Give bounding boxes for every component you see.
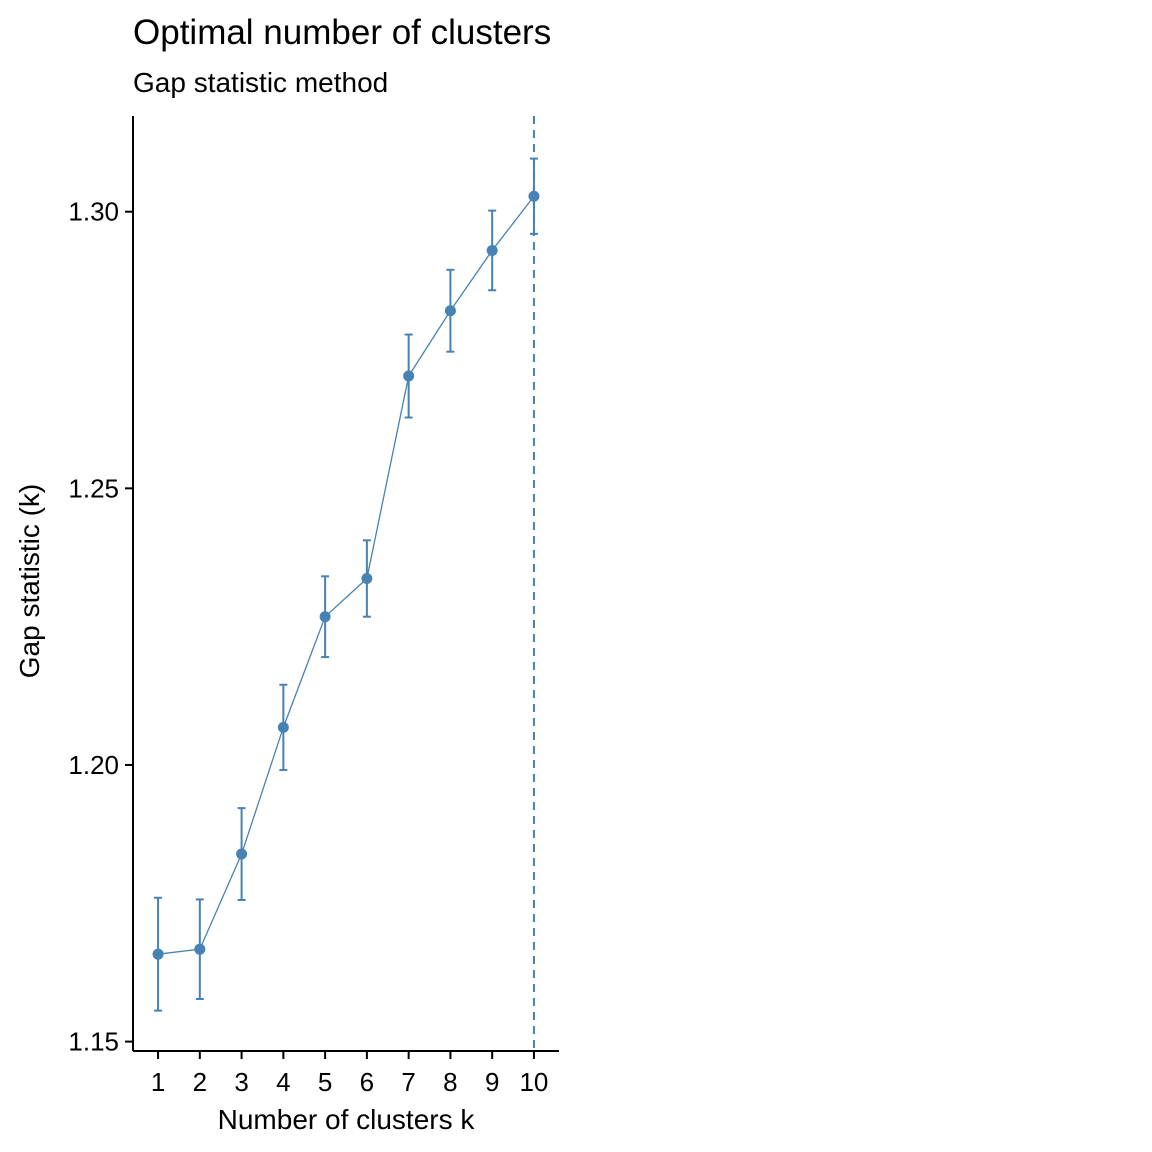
x-tick-label: 9 (485, 1067, 499, 1097)
x-axis-title: Number of clusters k (218, 1104, 476, 1135)
x-tick-label: 10 (519, 1067, 548, 1097)
y-axis-title: Gap statistic (k) (14, 484, 45, 678)
data-point (361, 573, 373, 585)
data-point (528, 190, 540, 202)
x-tick-label: 2 (193, 1067, 207, 1097)
plot-area (152, 116, 540, 1051)
chart-title: Optimal number of clusters (133, 13, 551, 52)
data-point (319, 611, 331, 623)
x-tick-label: 4 (276, 1067, 290, 1097)
y-tick-label: 1.15 (68, 1027, 119, 1057)
y-tick-label: 1.30 (68, 197, 119, 227)
data-point (486, 244, 498, 256)
data-point (236, 848, 248, 860)
y-axis-ticks: 1.15 1.20 1.25 1.30 (68, 197, 133, 1057)
data-point (403, 370, 415, 382)
series-line (157, 195, 535, 955)
x-tick-label: 8 (443, 1067, 457, 1097)
x-tick-label: 6 (360, 1067, 374, 1097)
x-tick-label: 3 (234, 1067, 248, 1097)
y-tick-label: 1.25 (68, 473, 119, 503)
x-tick-label: 7 (401, 1067, 415, 1097)
y-tick-label: 1.20 (68, 750, 119, 780)
data-point (194, 943, 206, 955)
chart-subtitle: Gap statistic method (133, 67, 388, 98)
x-tick-label: 1 (151, 1067, 165, 1097)
data-point (444, 305, 456, 317)
data-point (277, 721, 289, 733)
x-axis-ticks: 1 2 3 4 5 6 7 8 9 10 (151, 1051, 548, 1097)
x-tick-label: 5 (318, 1067, 332, 1097)
data-point (152, 948, 164, 960)
